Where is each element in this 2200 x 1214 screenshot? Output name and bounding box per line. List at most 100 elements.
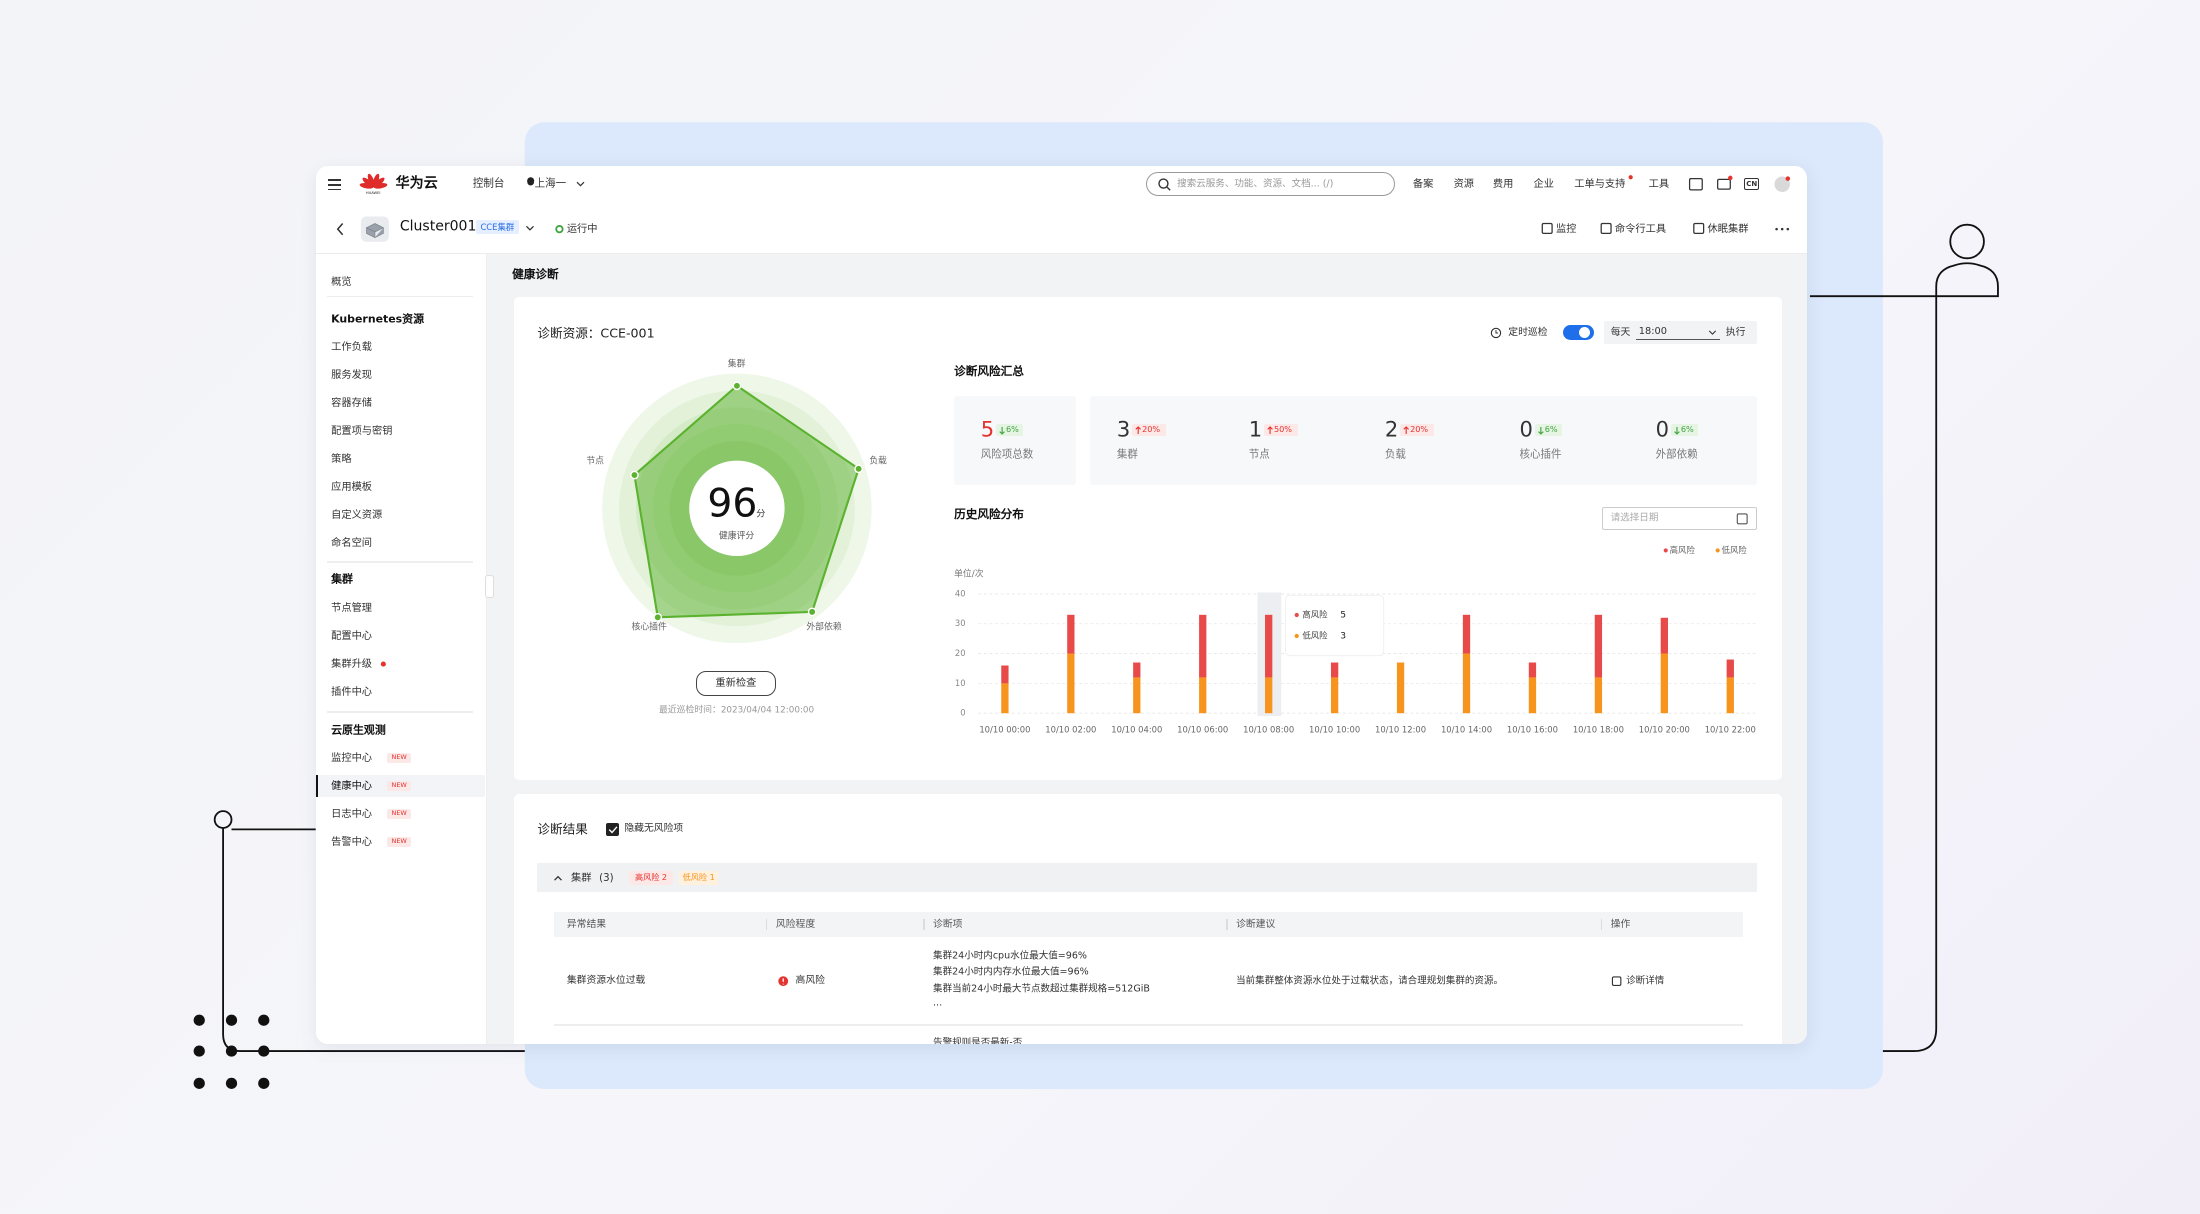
nav-item[interactable]: 告警中心 [331, 835, 373, 848]
more-icon [1775, 227, 1778, 230]
group-count: (3) [599, 871, 614, 884]
check-item: 集群24小时内cpu水位最大值=96% [933, 949, 1087, 961]
header-divider [315, 252, 1808, 254]
nav-item[interactable]: 应用模板 [331, 480, 373, 493]
search-box[interactable] [1146, 171, 1395, 196]
result-name: 集群资源水位过载 [566, 974, 646, 986]
nav-link[interactable]: 资源 [1453, 177, 1475, 190]
header-action[interactable]: 命令行工具 [1614, 222, 1667, 235]
new-badge-text: NEW [391, 780, 407, 789]
trend-change: 20% [1410, 424, 1429, 435]
menu-icon-bar[interactable] [328, 178, 341, 181]
avatar [1774, 176, 1790, 192]
group-name: 集群 [571, 871, 592, 884]
logo-petal [367, 173, 375, 187]
nav-item[interactable]: 容器存储 [331, 396, 373, 409]
nav-link[interactable]: 工具 [1648, 177, 1670, 190]
brand: 华为云 [395, 175, 438, 192]
score-label: 健康评分 [718, 532, 755, 543]
check-item: 集群24小时内内存水位最大值=96% [933, 966, 1089, 978]
nav-link[interactable]: 费用 [1492, 177, 1514, 190]
nav-item[interactable]: 服务发现 [331, 368, 373, 381]
column-header: 诊断建议 [1236, 918, 1276, 930]
risk-tag-text: 高风险 2 [634, 871, 668, 882]
column-divider [923, 919, 925, 931]
nav-item[interactable]: 集群升级 [331, 657, 373, 670]
cluster-name: Cluster001 [399, 218, 477, 235]
cluster-icon [360, 216, 389, 242]
radar-axis-label: 外部依赖 [806, 622, 842, 633]
detail-link[interactable]: 诊断详情 [1626, 975, 1665, 987]
new-badge-text: NEW [391, 808, 407, 817]
time-input[interactable] [1635, 323, 1721, 340]
nav-item[interactable]: 配置项与密钥 [331, 424, 393, 437]
stat-label: 负载 [1384, 448, 1406, 461]
action-icon [1600, 222, 1612, 234]
lang[interactable]: CN [1746, 178, 1758, 188]
more-icon [1786, 227, 1789, 230]
nav-item[interactable]: 工作负载 [331, 340, 373, 353]
stat-value: 2 [1384, 416, 1399, 442]
menu-icon-bar[interactable] [328, 183, 341, 186]
logo-petal [359, 182, 374, 189]
nav-item[interactable]: 监控中心 [331, 751, 373, 764]
last-check: 最近巡检时间：2023/04/04 12:00:00 [659, 706, 815, 717]
run-button[interactable]: 执行 [1725, 326, 1746, 338]
summary-box [1090, 395, 1757, 486]
app-window: 0 10 20 30 40 10/10 00:00 10/10 02:00 10/10 04:… [315, 165, 1808, 1044]
nav-item[interactable]: 配置中心 [331, 629, 373, 642]
nav-item[interactable]: 命名空间 [331, 536, 373, 549]
risk-tag [628, 870, 674, 885]
menu-icon-bar[interactable] [328, 188, 341, 191]
radar-axis-label: 核心插件 [631, 622, 667, 633]
checkbox-label: 隐藏无风险项 [624, 823, 684, 835]
nav-link[interactable]: 企业 [1533, 177, 1554, 190]
status-dot [554, 224, 564, 233]
recheck-button[interactable] [695, 670, 776, 696]
check-item: 集群当前24小时最大节点数超过集群规格=512GiB [933, 983, 1150, 995]
notice-dot [1628, 174, 1633, 179]
trend-change: 50% [1273, 424, 1293, 435]
trend-badge [1400, 423, 1434, 437]
logo-petal [372, 177, 385, 188]
risk-level: 高风险 [795, 974, 825, 986]
new-badge [387, 780, 412, 791]
stat-value: 0 [1655, 416, 1669, 442]
stat-value: 5 [980, 416, 995, 442]
new-badge [387, 808, 412, 819]
date-input[interactable] [1602, 506, 1757, 531]
cluster-icon [365, 222, 384, 238]
nav-item[interactable]: 概览 [331, 275, 352, 288]
stat-label: 节点 [1248, 448, 1270, 461]
trend-badge [1264, 423, 1298, 437]
nav-link[interactable]: 备案 [1412, 177, 1434, 190]
column-header: 异常结果 [566, 918, 607, 930]
check-item: ··· [933, 1000, 943, 1012]
sidebar-collapse[interactable] [485, 575, 494, 598]
header-action[interactable]: 休眠集群 [1707, 222, 1749, 235]
frequency: 每天 [1610, 326, 1631, 338]
header-action[interactable]: 监控 [1555, 222, 1577, 235]
stat-value: 1 [1248, 416, 1263, 442]
lang-icon[interactable] [1744, 177, 1760, 191]
nav-item[interactable]: 节点管理 [331, 601, 373, 614]
page-title: 健康诊断 [512, 267, 559, 282]
nav-item[interactable]: 自定义资源 [331, 508, 383, 521]
action-icon [1541, 222, 1553, 234]
nav-item[interactable]: 健康中心 [331, 779, 373, 792]
dot-grid [193, 1014, 270, 1089]
stat-value: 3 [1116, 416, 1131, 442]
legend-label: 高风险 [1669, 544, 1695, 555]
time: 18:00 [1638, 325, 1668, 337]
chevron [576, 181, 585, 187]
nav-item[interactable]: 插件中心 [331, 685, 373, 698]
region-select[interactable]: 上海一 [534, 177, 567, 190]
nav-item[interactable]: 策略 [331, 452, 352, 465]
nav-item[interactable]: 日志中心 [331, 807, 373, 820]
console-link[interactable]: 控制台 [472, 177, 505, 190]
unit-label: 单位/次 [954, 569, 984, 580]
nav-link[interactable]: 工单与支持 [1574, 177, 1626, 190]
checkbox[interactable] [606, 822, 619, 836]
summary-box [954, 395, 1077, 486]
